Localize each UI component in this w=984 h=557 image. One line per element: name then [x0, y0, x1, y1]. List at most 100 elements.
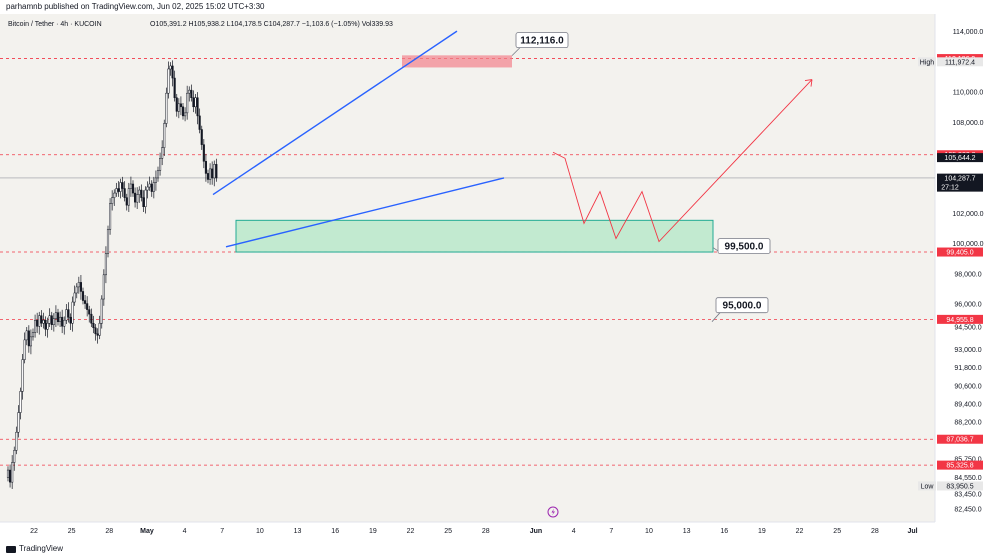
x-tick-label: 28: [871, 528, 879, 535]
price-label-box: [937, 57, 983, 67]
candle: [96, 333, 99, 336]
candle: [27, 330, 30, 347]
candle: [215, 164, 218, 179]
candle: [123, 188, 126, 198]
candle: [109, 203, 112, 230]
candle: [9, 469, 12, 483]
candle: [202, 144, 205, 162]
candle: [196, 97, 199, 117]
countdown-label: 27:12: [941, 185, 959, 192]
price-label: 87,036.7: [946, 437, 973, 444]
candle: [181, 106, 185, 117]
candle: [127, 188, 130, 206]
callout-box[interactable]: [515, 32, 569, 49]
candle: [104, 253, 107, 276]
x-tick-label: 22: [30, 528, 38, 535]
x-tick-label: 25: [444, 528, 452, 535]
price-chart[interactable]: 112,116.0 99,500.0 95,000.0 114,000.0 110,0…: [0, 14, 984, 541]
candle: [36, 319, 39, 327]
candle: [69, 316, 72, 324]
candle: [79, 282, 82, 292]
y-tick-label: 98,000.0: [954, 271, 981, 278]
callout-label: 99,500.0: [725, 242, 764, 253]
candle: [119, 182, 122, 192]
candle: [211, 168, 214, 179]
callout-box[interactable]: [717, 238, 771, 254]
candle: [159, 158, 162, 171]
candle: [167, 68, 170, 94]
candle: [117, 188, 120, 192]
price-label: 104,287.7: [944, 176, 975, 183]
price-label-box: [937, 481, 983, 491]
candle: [98, 322, 101, 336]
projection-path[interactable]: [552, 79, 813, 243]
price-label-box: [937, 314, 983, 324]
price-label: 111,972.4: [945, 59, 975, 66]
chart-area[interactable]: 112,116.0 99,500.0 95,000.0 114,000.0 110,0…: [0, 14, 984, 541]
y-tick-label: 108,000.0: [952, 120, 983, 127]
candle: [136, 194, 139, 203]
candle: [44, 319, 47, 330]
footer-brand-label: TradingView: [19, 544, 64, 553]
candle: [144, 189, 147, 207]
price-label: 105,644.2: [944, 155, 975, 162]
candle: [59, 316, 62, 322]
candle: [200, 129, 203, 145]
callout-box[interactable]: [715, 297, 769, 314]
x-tick-label: 13: [683, 528, 691, 535]
candle: [192, 97, 195, 108]
candle: [17, 412, 20, 433]
candle: [61, 316, 64, 327]
candle: [121, 182, 124, 189]
publish-line: parhamnb published on TradingView.com, J…: [6, 2, 265, 11]
candle: [46, 322, 49, 330]
x-tick-label: 19: [758, 528, 766, 535]
price-label: 83,950.5: [946, 483, 973, 490]
candle: [23, 339, 26, 360]
price-label-box: [937, 460, 983, 470]
candle: [13, 450, 16, 463]
publish-header: parhamnb published on TradingView.com, J…: [0, 0, 984, 14]
y-tick-label: 102,000.0: [952, 211, 983, 218]
y-tick-label: 114,000.0: [953, 29, 984, 36]
y-tick-label: 110,000.0: [953, 90, 984, 97]
price-tag-label: High: [920, 59, 935, 66]
callout-label: 112,116.0: [520, 36, 564, 47]
candle: [113, 192, 116, 198]
lightning-icon[interactable]: [547, 506, 559, 518]
support-zone[interactable]: [235, 219, 714, 253]
candle: [186, 92, 189, 114]
y-tick-label: 89,400.0: [954, 401, 981, 408]
x-tick-label: 7: [609, 528, 613, 535]
price-tag-box: [918, 481, 936, 491]
candle: [21, 359, 24, 392]
candle: [102, 274, 105, 300]
x-tick-label: 22: [407, 528, 415, 535]
y-tick-label: 93,000.0: [954, 347, 981, 354]
candle: [142, 197, 145, 207]
candle: [84, 300, 87, 304]
candle: [161, 147, 164, 159]
candle: [125, 197, 128, 206]
candle: [163, 123, 166, 148]
candle: [190, 89, 193, 98]
callout-pointer: [511, 47, 521, 56]
supply-zone[interactable]: [402, 55, 512, 68]
x-tick-label: 28: [105, 528, 113, 535]
x-tick-label: 13: [294, 528, 302, 535]
candle: [34, 319, 37, 333]
candle: [19, 391, 22, 413]
candle: [129, 183, 132, 189]
price-label: 94,955.8: [946, 317, 973, 324]
candle: [50, 315, 53, 326]
candle: [169, 65, 172, 70]
candle: [194, 97, 197, 108]
candle: [209, 168, 212, 180]
candle: [65, 309, 68, 321]
candle: [31, 332, 35, 338]
lower-trendline[interactable]: [225, 177, 505, 248]
upper-trendline[interactable]: [212, 30, 458, 196]
candle: [25, 330, 28, 341]
y-tick-label: 91,800.0: [954, 365, 981, 372]
candle: [173, 77, 176, 98]
